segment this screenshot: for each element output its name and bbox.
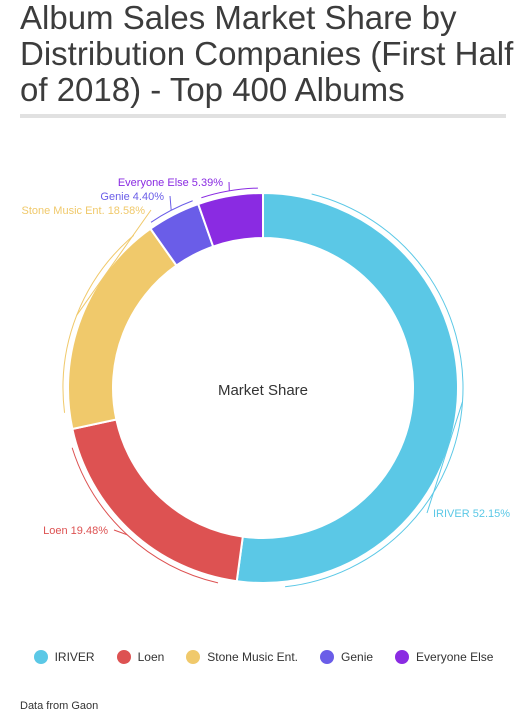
slice-iriver[interactable] [235, 191, 459, 584]
legend-swatch-iriver [33, 650, 48, 664]
chart-title: Album Sales Market Share by Distribution… [20, 0, 514, 108]
slice-label-iriver: IRIVER 52.15% [433, 508, 510, 520]
source-note: Data from Gaon [20, 700, 99, 712]
legend-label-loen: Loen [137, 650, 165, 664]
donut-chart: IRIVER 52.15% Loen 19.48% Stone Music Ent.… [21, 177, 510, 588]
legend-label-everyone-else: Everyone Else [416, 650, 494, 664]
legend-label-stone-music-ent: Stone Music Ent. [207, 650, 299, 664]
legend-item-everyone-else[interactable]: Everyone Else [395, 650, 493, 664]
legend-label-iriver: IRIVER [54, 650, 95, 664]
legend-item-genie[interactable]: Genie [320, 650, 373, 664]
donut-slices [67, 191, 459, 584]
label-leaders [62, 181, 464, 588]
center-label: Market Share [218, 382, 308, 399]
legend-swatch-everyone-else [395, 650, 410, 664]
slice-label-loen: Loen 19.48% [43, 525, 108, 537]
leader-line-stone-music-ent [76, 209, 152, 316]
leader-line-loen [113, 529, 128, 536]
legend-item-stone-music-ent[interactable]: Stone Music Ent. [186, 650, 298, 664]
leader-line-genie [169, 195, 172, 211]
slice-everyone-else[interactable] [196, 191, 264, 248]
title-divider [20, 114, 506, 118]
legend-swatch-loen [116, 650, 131, 664]
leader-line-iriver [426, 401, 464, 514]
legend-item-loen[interactable]: Loen [116, 650, 165, 664]
legend-label-genie: Genie [341, 650, 374, 664]
leader-arc-everyone-else [201, 187, 258, 199]
slice-label-everyone-else: Everyone Else 5.39% [118, 177, 223, 189]
legend-swatch-genie [320, 650, 335, 664]
chart-legend: IRIVER Loen Stone Music Ent. Genie Everyone … [0, 650, 527, 664]
slice-labels: IRIVER 52.15% Loen 19.48% Stone Music Ent.… [21, 177, 510, 537]
legend-swatch-stone-music-ent [186, 650, 201, 664]
slice-label-genie: Genie 4.40% [100, 191, 164, 203]
slice-stone-music-ent[interactable] [67, 227, 178, 431]
legend-item-iriver[interactable]: IRIVER [33, 650, 95, 664]
slice-label-stone-music-ent: Stone Music Ent. 18.58% [21, 205, 145, 217]
